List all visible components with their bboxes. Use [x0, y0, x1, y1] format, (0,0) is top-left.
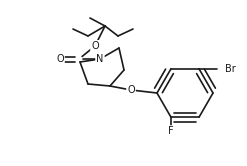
Text: F: F [168, 126, 174, 136]
Text: Br: Br [225, 64, 236, 74]
Text: O: O [91, 41, 99, 51]
Text: O: O [56, 54, 64, 64]
Text: N: N [96, 54, 104, 64]
Text: O: O [127, 85, 135, 95]
